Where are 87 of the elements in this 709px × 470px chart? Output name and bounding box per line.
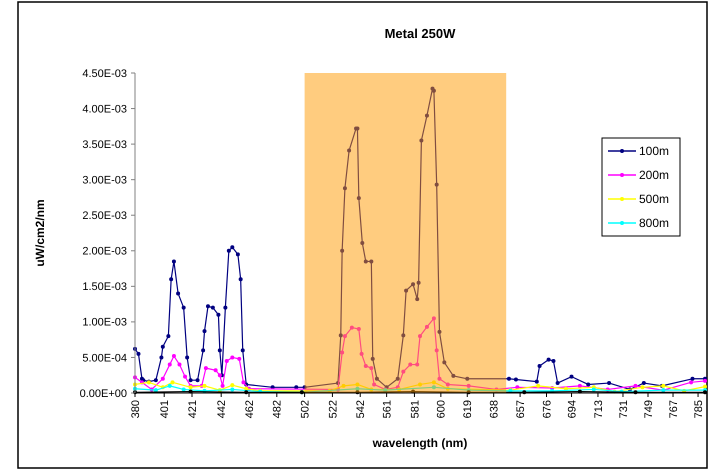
x-tick-label: 731 — [618, 400, 630, 418]
point — [633, 384, 638, 388]
point — [177, 362, 182, 367]
point — [170, 380, 175, 384]
point — [182, 387, 186, 392]
point — [415, 362, 420, 367]
point — [418, 382, 422, 386]
point — [360, 352, 364, 356]
x-tick-label: 401 — [159, 400, 172, 418]
x-tick-label: 462 — [244, 400, 256, 418]
point — [466, 384, 471, 388]
x-tick-label: 767 — [668, 400, 680, 418]
x-tick-label: 380 — [130, 400, 142, 418]
y-tick-label: 3.50E-03 — [82, 138, 127, 151]
point — [230, 383, 234, 388]
point — [437, 376, 442, 381]
legend-label: 500m — [639, 192, 670, 206]
x-tick-label: 561 — [381, 400, 394, 418]
point — [342, 334, 347, 338]
point — [578, 384, 582, 388]
point — [434, 348, 439, 352]
x-tick-label: 442 — [216, 400, 228, 418]
point — [350, 326, 354, 330]
point — [183, 374, 188, 379]
point — [355, 382, 360, 386]
x-tick-label: 676 — [541, 400, 554, 418]
point — [172, 354, 176, 358]
point — [168, 362, 172, 367]
y-tick-label: 4.00E-03 — [82, 103, 127, 116]
y-tick-label: 2.00E-03 — [82, 246, 127, 258]
y-tick-label: 4.50E-03 — [82, 68, 127, 80]
y-tick-label: 2.50E-03 — [82, 210, 127, 222]
point — [230, 387, 234, 392]
point — [168, 384, 172, 388]
point — [432, 316, 436, 320]
point — [230, 355, 234, 360]
legend-label: 800m — [639, 216, 670, 230]
point — [703, 384, 707, 389]
point — [204, 366, 208, 370]
x-tick-label: 581 — [409, 400, 422, 418]
x-tick-label: 785 — [692, 400, 705, 418]
point — [241, 380, 246, 384]
y-tick-label: 0.00E+00 — [80, 388, 127, 400]
x-tick-label: 502 — [299, 400, 312, 418]
point — [689, 380, 694, 384]
point — [214, 368, 218, 372]
point — [224, 359, 229, 363]
x-tick-label: 749 — [642, 400, 655, 418]
x-tick-label: 542 — [355, 400, 368, 418]
point — [237, 356, 242, 361]
point — [446, 382, 450, 386]
point — [401, 370, 406, 374]
y-tick-label: 1.00E-03 — [82, 316, 127, 329]
point — [355, 386, 360, 391]
chart-title: Metal 250W — [384, 26, 456, 41]
point — [372, 382, 376, 386]
point — [369, 366, 374, 370]
x-tick-label: 482 — [272, 400, 284, 418]
point — [202, 384, 207, 388]
x-axis-title: wavelength (nm) — [372, 436, 468, 450]
point — [220, 384, 225, 388]
point — [424, 324, 429, 329]
point — [432, 385, 436, 390]
point — [536, 384, 540, 388]
x-tick-label: 421 — [186, 400, 199, 418]
point — [408, 362, 412, 367]
point — [342, 384, 346, 388]
y-tick-label: 3.00E-03 — [82, 174, 127, 187]
y-axis-title: uW/cm2/nm — [33, 199, 47, 267]
point — [418, 334, 422, 338]
point — [364, 364, 368, 368]
point — [356, 327, 361, 331]
x-tick-label: 657 — [514, 400, 527, 418]
point — [640, 385, 644, 390]
x-tick-label: 638 — [488, 400, 501, 418]
x-tick-label: 694 — [566, 400, 578, 418]
y-tick-label: 1.50E-03 — [82, 281, 127, 294]
point — [340, 350, 344, 354]
x-tick-label: 600 — [436, 400, 448, 418]
x-tick-label: 619 — [462, 400, 474, 418]
point — [432, 380, 436, 384]
legend-label: 200m — [639, 168, 670, 182]
y-tick-label: 5.00E-04 — [82, 352, 127, 364]
x-tick-label: 713 — [592, 400, 605, 418]
x-tick-label: 522 — [327, 400, 340, 418]
legend-label: 100m — [639, 144, 670, 158]
point — [160, 376, 165, 381]
